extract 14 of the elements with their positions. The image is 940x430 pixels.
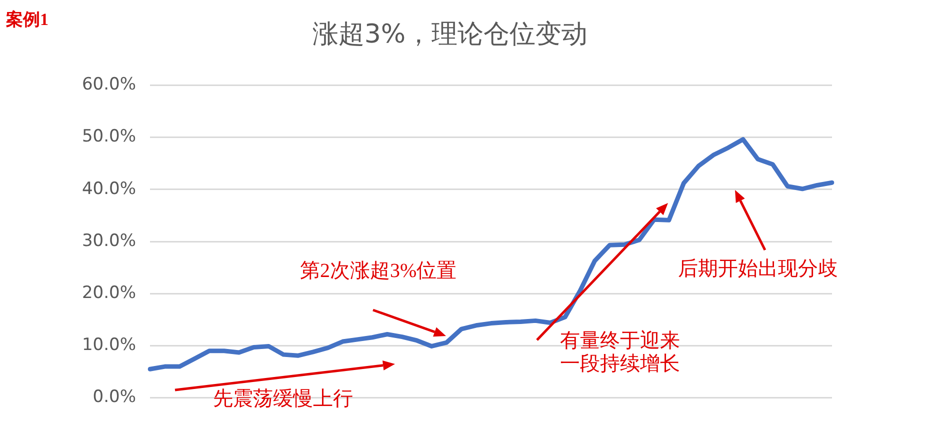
annotation: 有量终于迎来: [560, 330, 680, 353]
annotation: 一段持续增长: [560, 353, 680, 376]
y-tick-label: 40.0%: [82, 178, 136, 199]
annotation: 后期开始出现分歧: [678, 258, 838, 281]
annotation: 第2次涨超3%位置: [300, 260, 457, 283]
y-tick-label: 60.0%: [82, 74, 136, 95]
y-tick-label: 20.0%: [82, 283, 136, 304]
chart-title: 涨超3%，理论仓位变动: [312, 19, 588, 50]
y-tick-label: 10.0%: [82, 335, 136, 356]
annotation: 先震荡缓慢上行: [213, 388, 353, 411]
text: 案例1: [6, 10, 48, 30]
y-tick-label: 0.0%: [92, 387, 136, 408]
y-tick-label: 50.0%: [82, 126, 136, 147]
y-tick-label: 30.0%: [82, 230, 136, 251]
